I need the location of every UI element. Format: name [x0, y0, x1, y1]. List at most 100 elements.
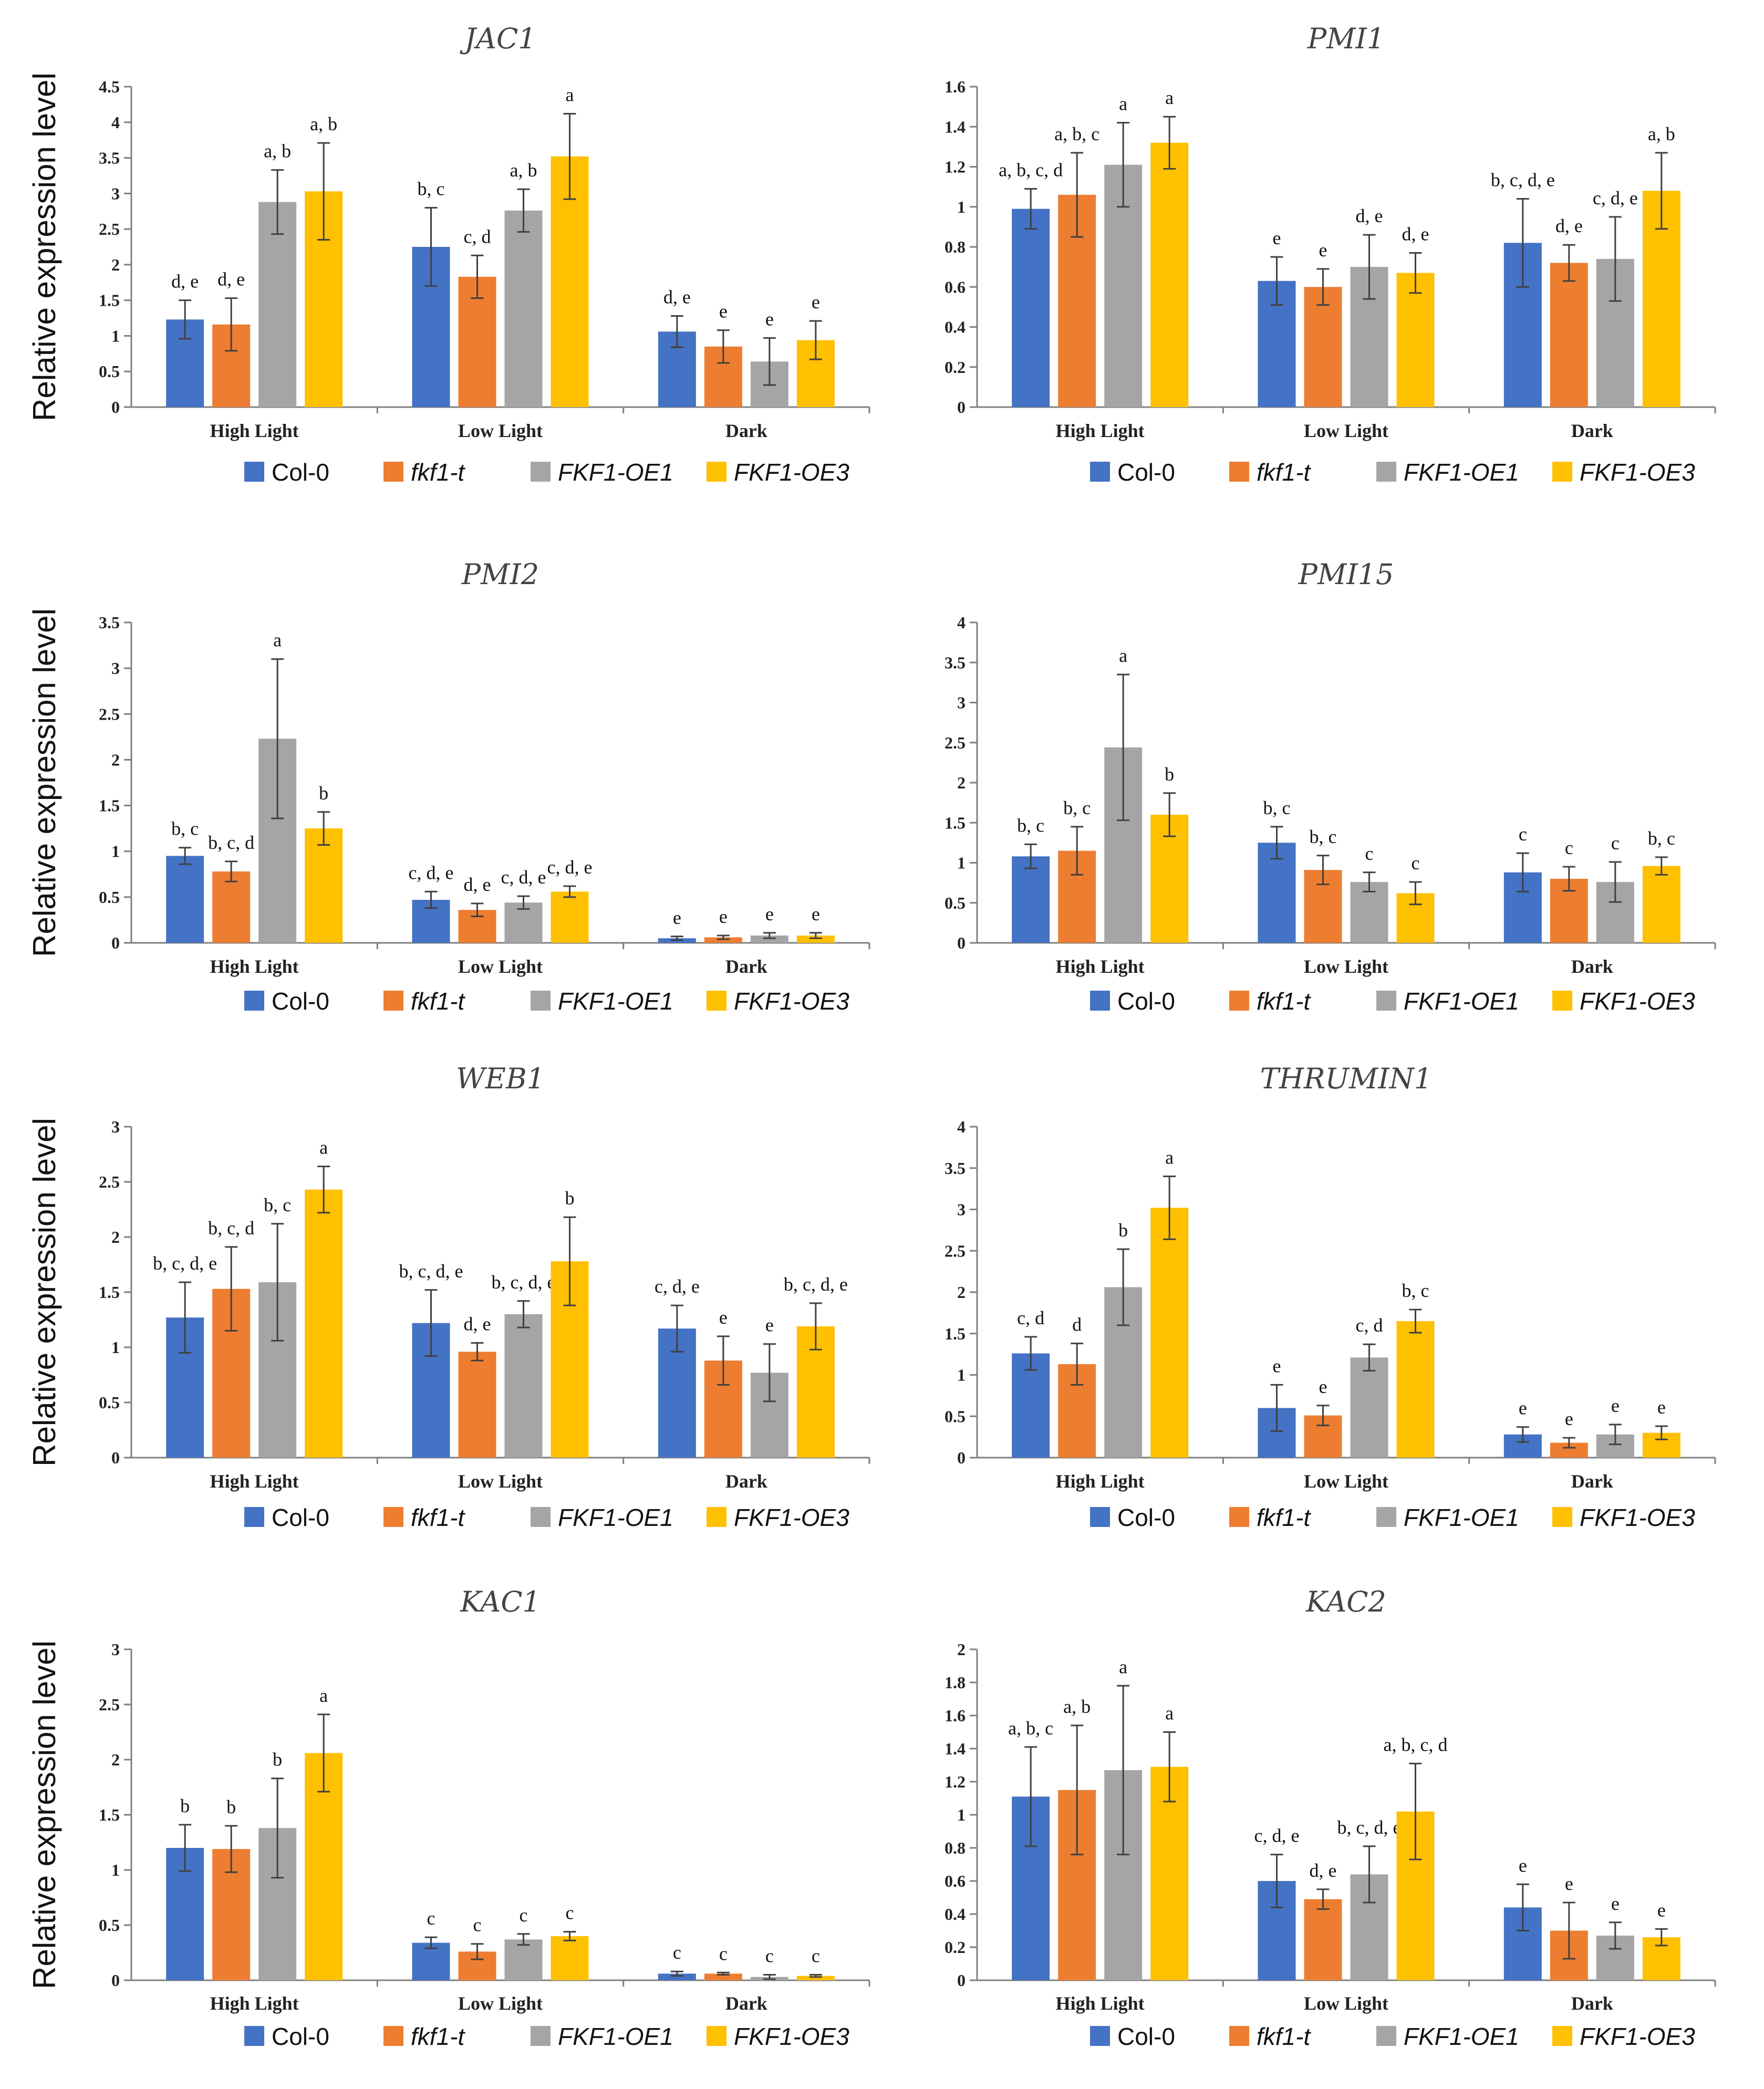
significance-label: e: [1565, 1873, 1573, 1894]
y-tick-label: 0: [111, 1971, 120, 1990]
significance-label: d, e: [464, 1314, 491, 1335]
category-label: Low Light: [1304, 1993, 1388, 2014]
y-tick-label: 0: [957, 933, 966, 952]
bar-fkf1-oe1: [504, 210, 543, 407]
chart-panel-pmi15: PMI15 0 0.5 1 1.5 2 2.5 3 3.5 4 High Light b, c b, c…: [945, 558, 1716, 1015]
legend-label: Col-0: [1117, 2023, 1175, 2050]
chart-title: KAC1: [460, 1585, 541, 1618]
bar-fkf1-oe1: [1350, 1357, 1388, 1458]
legend-swatch: [383, 991, 403, 1011]
legend-swatch: [707, 462, 727, 482]
category-label: High Light: [210, 1471, 299, 1492]
category-label: Dark: [725, 420, 767, 441]
legend-swatch: [1090, 1507, 1110, 1527]
significance-label: a: [319, 1137, 328, 1158]
bar-fkf1-t: [1304, 1899, 1342, 1980]
y-tick-label: 2.5: [99, 1172, 120, 1191]
significance-label: b, c, d, e: [492, 1272, 556, 1293]
legend-swatch: [244, 991, 264, 1011]
legend: Col-0 fkf1-t FKF1-OE1 FKF1-OE3: [1090, 1504, 1695, 1531]
legend-label: FKF1-OE3: [734, 1504, 849, 1531]
legend-swatch: [531, 1507, 551, 1527]
y-tick-label: 0.2: [945, 358, 966, 377]
legend-swatch: [707, 991, 727, 1011]
legend-swatch: [383, 462, 403, 482]
significance-label: a: [319, 1685, 328, 1706]
category-label: Low Light: [458, 420, 543, 441]
significance-label: b, c: [1310, 826, 1337, 847]
legend-label: fkf1-t: [411, 459, 465, 486]
y-tick-label: 2: [111, 1750, 120, 1769]
y-tick-label: 3.5: [99, 149, 120, 168]
legend-swatch: [1376, 1507, 1396, 1527]
category-label: Dark: [1571, 956, 1613, 977]
y-tick-label: 4: [957, 613, 966, 632]
significance-label: d, e: [464, 874, 491, 895]
significance-label: a, b: [1063, 1696, 1091, 1717]
y-tick-label: 2: [957, 1283, 966, 1302]
bar-col-0: [1012, 856, 1050, 943]
significance-label: a, b: [510, 160, 537, 181]
significance-label: a, b: [264, 141, 291, 162]
y-tick-label: 2: [957, 773, 966, 792]
y-tick-label: 0.6: [945, 277, 966, 296]
category-label: Dark: [725, 1993, 767, 2014]
significance-label: c, d: [1356, 1315, 1383, 1336]
significance-label: e: [1519, 1855, 1527, 1876]
significance-label: c: [1519, 824, 1527, 845]
bar-col-0: [166, 856, 204, 943]
category-label: Low Light: [1304, 1471, 1388, 1492]
significance-label: c: [427, 1908, 435, 1929]
significance-label: b, c: [264, 1194, 291, 1215]
significance-label: a: [1165, 87, 1174, 108]
legend-label: fkf1-t: [411, 1504, 465, 1531]
legend-label: FKF1-OE3: [1580, 1504, 1695, 1531]
bar-fkf1-t: [1304, 287, 1342, 407]
legend-swatch: [1229, 991, 1249, 1011]
y-tick-label: 1: [111, 1861, 120, 1879]
bar-fkf1-t: [704, 1973, 742, 1980]
legend-swatch: [383, 2026, 403, 2046]
significance-label: d, e: [1402, 223, 1429, 244]
significance-label: c, d, e: [1254, 1825, 1300, 1846]
legend-swatch: [383, 1507, 403, 1527]
significance-label: c: [566, 1903, 574, 1924]
legend-label: fkf1-t: [1257, 459, 1311, 486]
significance-label: b: [1118, 1220, 1128, 1241]
legend-label: FKF1-OE1: [1404, 459, 1519, 486]
y-tick-label: 0.4: [945, 1905, 966, 1924]
significance-label: b: [1165, 764, 1174, 785]
significance-label: c, d, e: [547, 857, 593, 878]
significance-label: b, c: [1017, 815, 1044, 836]
significance-label: d, e: [217, 269, 245, 290]
legend-swatch: [1090, 2026, 1110, 2046]
category-label: Low Light: [458, 956, 543, 977]
significance-label: c: [1412, 853, 1420, 874]
bar-fkf1-oe3: [1150, 1208, 1189, 1458]
bar-fkf1-oe3: [305, 828, 343, 943]
y-tick-label: 1.5: [99, 291, 120, 310]
legend-swatch: [1552, 462, 1572, 482]
category-label: High Light: [1056, 1471, 1145, 1492]
y-tick-label: 0.2: [945, 1938, 966, 1957]
y-tick-label: 1: [957, 854, 966, 872]
legend-label: Col-0: [272, 459, 329, 486]
y-tick-label: 1: [957, 198, 966, 216]
legend-label: FKF1-OE1: [558, 2023, 673, 2050]
y-tick-label: 0.5: [99, 888, 120, 907]
category-label: High Light: [1056, 1993, 1145, 2014]
bar-col-0: [1012, 1353, 1050, 1458]
legend-swatch: [1229, 1507, 1249, 1527]
legend-label: Col-0: [272, 988, 329, 1015]
legend-label: FKF1-OE1: [558, 988, 673, 1015]
significance-label: b, c, d, e: [1491, 170, 1555, 191]
y-tick-label: 4: [111, 113, 120, 132]
y-tick-label: 1: [111, 842, 120, 861]
significance-label: b, c: [418, 178, 445, 199]
category-label: Dark: [1571, 420, 1613, 441]
significance-label: b, c: [1648, 828, 1675, 849]
category-label: Dark: [725, 956, 767, 977]
legend-swatch: [1229, 462, 1249, 482]
y-tick-label: 2.5: [99, 220, 120, 238]
